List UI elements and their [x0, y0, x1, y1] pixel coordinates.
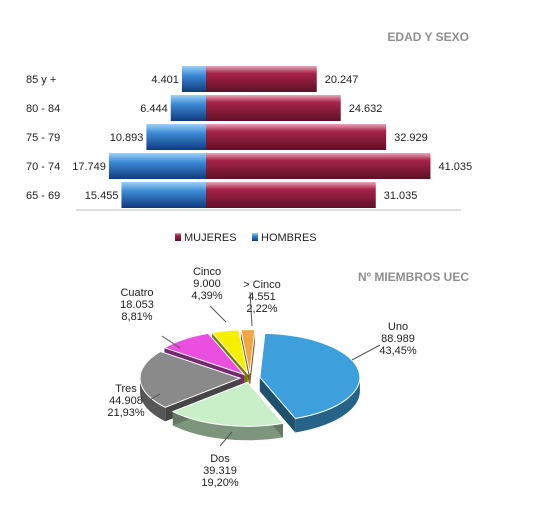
bar-mujeres-85-y — [206, 66, 317, 92]
slice-dos — [171, 381, 284, 427]
value-label-hombres-75-79: 10.893 — [110, 132, 144, 144]
pyramid-legend: MUJERES HOMBRES — [175, 232, 317, 244]
leader-line-tres — [145, 393, 161, 403]
slice-side-uno — [295, 377, 360, 433]
bar-hombres-80-84 — [170, 95, 206, 121]
pie-labels: Uno 88.989 43,45% Dos 39.319 19,20% Tres 44.908… — [107, 266, 417, 489]
pyramid-bars: 85 y + 4.401 20.247 80 - 84 6.444 24.632 75 - … — [26, 66, 472, 208]
pie-leader-lines — [145, 291, 381, 447]
pie-title: Nº MIEMBROS UEC — [358, 270, 469, 284]
bar-hombres-75-79 — [146, 124, 206, 150]
category-label-75-79: 75 - 79 — [26, 132, 60, 144]
bar-mujeres-80-84 — [206, 95, 341, 121]
value-label-mujeres-65-69: 31.035 — [384, 190, 418, 202]
leader-line-cinco — [209, 305, 227, 323]
slice-cinco — [240, 329, 256, 374]
slice-uno — [259, 332, 361, 420]
slice-label-cinco: > Cinco 4.551 2,22% — [243, 279, 281, 315]
category-label-85-y: 85 y + — [26, 74, 56, 86]
legend-swatch-mujeres — [175, 233, 181, 241]
pie-chart: Nº MIEMBROS UEC Uno 88.989 43,45% Dos 39.319… — [107, 266, 469, 489]
pyramid-title: EDAD Y SEXO — [387, 30, 469, 44]
bar-mujeres-70-74 — [206, 153, 431, 179]
leader-line-uno — [351, 344, 381, 361]
category-label-65-69: 65 - 69 — [26, 190, 60, 202]
value-label-mujeres-85-y: 20.247 — [325, 74, 359, 86]
bar-mujeres-75-79 — [206, 124, 387, 150]
slice-cinco — [211, 329, 249, 376]
category-label-70-74: 70 - 74 — [26, 161, 60, 173]
slice-tres — [139, 350, 242, 408]
legend-swatch-hombres — [252, 233, 258, 241]
slice-label-tres: Tres 44.908 21,93% — [107, 383, 145, 419]
legend-label-hombres: HOMBRES — [261, 232, 317, 244]
value-label-hombres-80-84: 6.444 — [140, 103, 168, 115]
bar-hombres-65-69 — [121, 182, 206, 208]
slice-label-cinco: Cinco 9.000 4,39% — [191, 266, 222, 302]
value-label-mujeres-70-74: 41.035 — [438, 161, 472, 173]
leader-line-cinco — [249, 291, 253, 327]
value-label-mujeres-75-79: 32.929 — [394, 132, 428, 144]
slice-label-cuatro: Cuatro 18.053 8,81% — [120, 287, 154, 323]
bar-mujeres-65-69 — [206, 182, 376, 208]
leader-line-cuatro — [161, 335, 181, 349]
category-label-80-84: 80 - 84 — [26, 103, 60, 115]
slice-wall-uno-1 — [259, 377, 296, 433]
value-label-hombres-85-y: 4.401 — [151, 74, 179, 86]
bar-hombres-70-74 — [108, 153, 206, 179]
value-label-mujeres-80-84: 24.632 — [349, 103, 383, 115]
slice-cuatro — [163, 332, 246, 376]
value-label-hombres-70-74: 17.749 — [72, 161, 106, 173]
slice-label-dos: Dos 39.319 19,20% — [201, 453, 239, 489]
bar-hombres-85-y — [181, 66, 206, 92]
legend-label-mujeres: MUJERES — [184, 232, 237, 244]
pyramid-chart: EDAD Y SEXO 85 y + 4.401 20.247 80 - 84 6.44… — [26, 30, 472, 244]
leader-line-dos — [219, 431, 233, 447]
pie-slice-tops — [139, 329, 361, 427]
value-label-hombres-65-69: 15.455 — [85, 190, 119, 202]
slice-label-uno: Uno 88.989 43,45% — [379, 321, 417, 357]
